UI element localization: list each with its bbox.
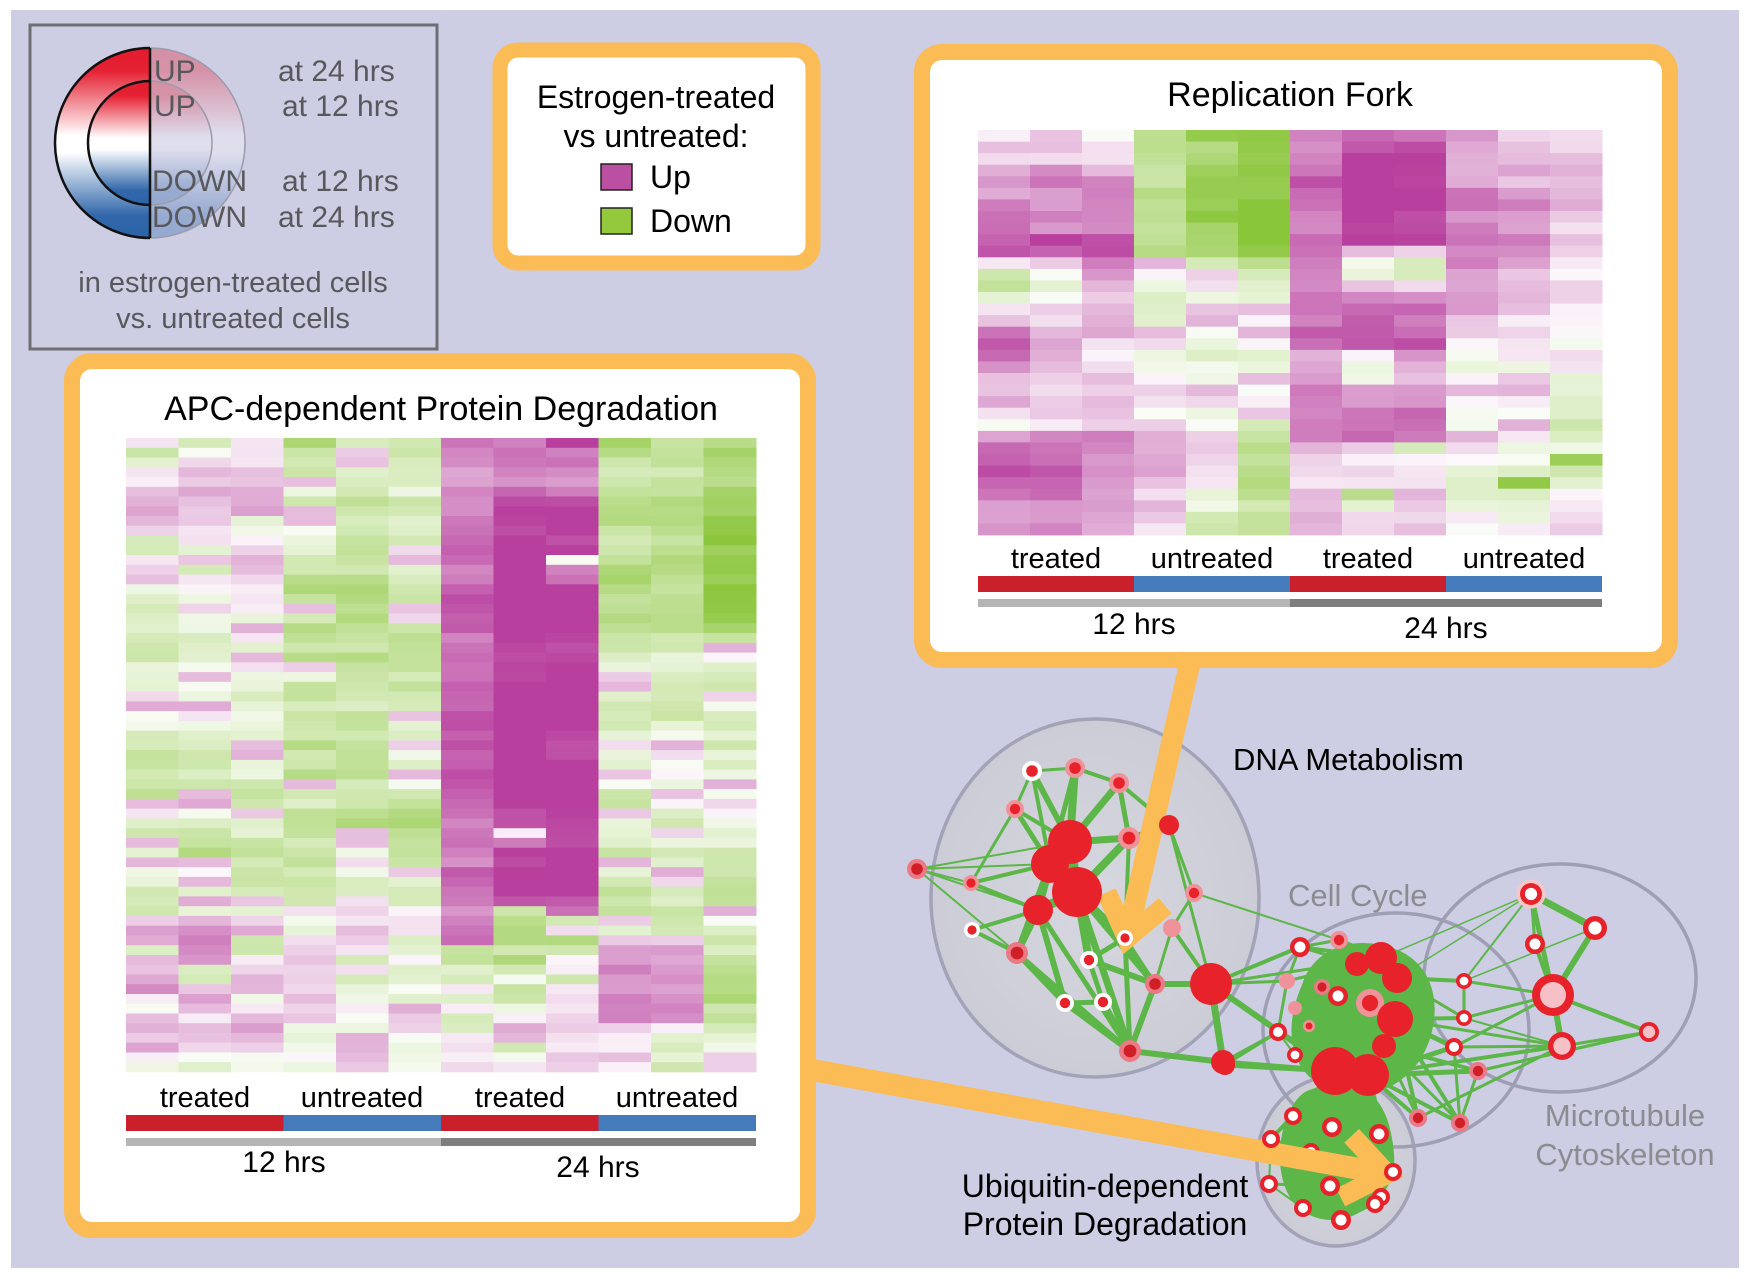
svg-text:at 12 hrs: at 12 hrs: [282, 165, 399, 198]
svg-text:Cytoskeleton: Cytoskeleton: [1535, 1137, 1714, 1172]
svg-text:treated: treated: [160, 1082, 250, 1114]
svg-text:treated: treated: [1011, 543, 1101, 575]
svg-text:untreated: untreated: [301, 1082, 424, 1114]
svg-text:24 hrs: 24 hrs: [1404, 612, 1487, 645]
svg-text:24 hrs: 24 hrs: [556, 1151, 639, 1184]
svg-text:at 24 hrs: at 24 hrs: [278, 201, 395, 234]
svg-text:DOWN: DOWN: [152, 165, 247, 198]
svg-text:Ubiquitin-dependent: Ubiquitin-dependent: [962, 1168, 1249, 1204]
svg-text:Up: Up: [650, 159, 691, 195]
svg-text:in estrogen-treated cells: in estrogen-treated cells: [78, 267, 388, 299]
svg-text:treated: treated: [1323, 543, 1413, 575]
svg-text:vs. untreated cells: vs. untreated cells: [116, 303, 350, 335]
svg-text:Microtubule: Microtubule: [1545, 1098, 1705, 1133]
svg-text:12 hrs: 12 hrs: [242, 1146, 325, 1179]
svg-text:untreated: untreated: [1151, 543, 1274, 575]
svg-text:Protein Degradation: Protein Degradation: [963, 1206, 1248, 1242]
svg-text:untreated: untreated: [1463, 543, 1586, 575]
svg-text:DOWN: DOWN: [152, 201, 247, 234]
svg-text:UP: UP: [154, 55, 196, 88]
svg-text:Replication Fork: Replication Fork: [1167, 76, 1414, 114]
svg-text:untreated: untreated: [616, 1082, 739, 1114]
svg-text:vs untreated:: vs untreated:: [564, 118, 749, 154]
svg-text:at 24 hrs: at 24 hrs: [278, 55, 395, 88]
svg-text:Cell Cycle: Cell Cycle: [1288, 878, 1428, 913]
svg-text:12 hrs: 12 hrs: [1092, 608, 1175, 641]
svg-text:UP: UP: [154, 90, 196, 123]
svg-text:APC-dependent Protein Degradat: APC-dependent Protein Degradation: [164, 390, 718, 428]
svg-text:Estrogen-treated: Estrogen-treated: [537, 79, 775, 115]
svg-text:Down: Down: [650, 203, 732, 239]
svg-text:treated: treated: [475, 1082, 565, 1114]
svg-text:DNA Metabolism: DNA Metabolism: [1233, 742, 1464, 777]
svg-text:at 12 hrs: at 12 hrs: [282, 90, 399, 123]
